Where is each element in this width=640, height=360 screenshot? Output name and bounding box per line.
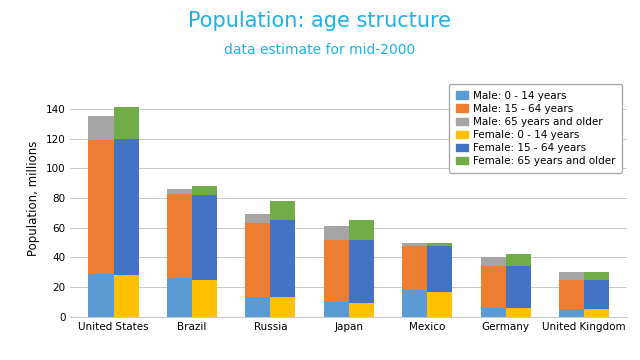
Bar — [113, 275, 139, 317]
Bar — [167, 189, 192, 194]
Text: Population: age structure: Population: age structure — [189, 11, 451, 31]
Bar — [167, 194, 192, 278]
Bar — [245, 297, 270, 317]
Bar — [481, 308, 506, 317]
Bar — [402, 290, 428, 317]
Bar — [428, 246, 452, 292]
Bar — [88, 274, 113, 317]
Bar — [245, 223, 270, 297]
Bar — [584, 280, 609, 309]
Bar — [481, 257, 506, 266]
Bar — [481, 266, 506, 308]
Bar — [113, 139, 139, 275]
Bar — [506, 308, 531, 317]
Bar — [506, 255, 531, 266]
Bar — [192, 280, 217, 317]
Bar — [428, 243, 452, 246]
Bar — [584, 272, 609, 280]
Bar — [349, 220, 374, 240]
Bar — [113, 107, 139, 139]
Bar — [192, 186, 217, 195]
Bar — [88, 116, 113, 140]
Bar — [402, 243, 428, 246]
Bar — [402, 246, 428, 290]
Bar — [506, 266, 531, 308]
Bar — [428, 292, 452, 317]
Bar — [88, 140, 113, 274]
Bar — [245, 214, 270, 223]
Bar — [270, 297, 296, 317]
Text: data estimate for mid-2000: data estimate for mid-2000 — [225, 43, 415, 57]
Legend: Male: 0 - 14 years, Male: 15 - 64 years, Male: 65 years and older, Female: 0 - 1: Male: 0 - 14 years, Male: 15 - 64 years,… — [449, 84, 622, 172]
Bar — [559, 272, 584, 280]
Bar — [192, 195, 217, 280]
Y-axis label: Population, millions: Population, millions — [28, 140, 40, 256]
Bar — [324, 302, 349, 317]
Bar — [270, 220, 296, 297]
Bar — [167, 278, 192, 317]
Bar — [559, 309, 584, 317]
Bar — [584, 309, 609, 317]
Bar — [270, 201, 296, 220]
Bar — [559, 280, 584, 309]
Bar — [349, 303, 374, 317]
Bar — [324, 240, 349, 302]
Bar — [349, 240, 374, 303]
Bar — [324, 226, 349, 240]
